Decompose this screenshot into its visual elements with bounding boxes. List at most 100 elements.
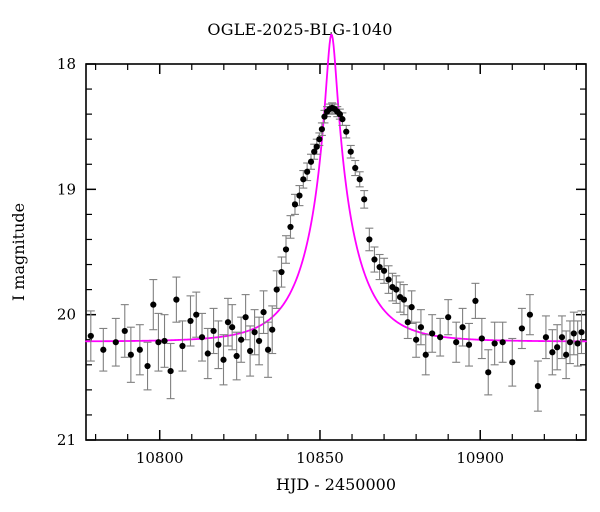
- plot-frame: [85, 63, 587, 441]
- y-axis-label: I magnitude: [9, 203, 28, 301]
- data-point: [549, 349, 556, 356]
- data-point: [413, 336, 420, 343]
- data-point: [291, 201, 299, 208]
- data-point: [445, 314, 452, 321]
- data-point: [422, 351, 429, 358]
- data-point: [376, 263, 383, 271]
- data-point: [296, 192, 303, 199]
- data-point: [220, 356, 227, 363]
- data-point: [187, 317, 194, 325]
- data-point: [121, 327, 128, 335]
- data-point: [465, 341, 473, 348]
- data-point: [273, 286, 280, 293]
- data-point: [371, 256, 378, 263]
- data-point: [260, 309, 267, 316]
- data-point: [167, 367, 174, 375]
- data-point: [264, 346, 272, 353]
- data-point: [313, 143, 320, 150]
- y-tick-label: 20: [57, 306, 76, 324]
- data-point: [404, 319, 411, 326]
- data-point: [155, 339, 162, 346]
- data-point: [100, 346, 107, 353]
- data-point: [150, 301, 157, 308]
- data-point: [570, 330, 577, 337]
- data-point: [385, 276, 392, 283]
- data-point: [459, 324, 466, 331]
- data-point: [485, 369, 492, 376]
- data-point: [558, 334, 566, 341]
- data-point: [233, 352, 240, 360]
- data-point: [499, 339, 506, 346]
- data-point: [400, 296, 408, 303]
- data-point: [336, 111, 343, 118]
- data-point: [352, 164, 359, 172]
- x-axis-label: HJD - 2450000: [276, 475, 396, 494]
- data-point: [112, 339, 119, 346]
- data-point: [161, 337, 168, 345]
- data-point: [269, 326, 276, 333]
- data-point: [356, 176, 363, 183]
- data-point: [408, 304, 415, 311]
- data-point: [229, 324, 236, 331]
- data-point: [136, 346, 143, 353]
- data-point: [287, 223, 294, 231]
- chart-title: OGLE-2025-BLG-1040: [207, 20, 393, 39]
- data-point: [300, 176, 307, 183]
- data-point: [198, 334, 206, 341]
- data-point: [278, 268, 285, 276]
- data-point: [247, 347, 254, 355]
- data-point: [242, 314, 249, 321]
- data-point: [87, 332, 94, 340]
- data-point: [554, 344, 561, 351]
- y-tick-label: 19: [57, 180, 76, 198]
- data-point: [518, 325, 525, 332]
- x-tick-label: 10900: [456, 449, 504, 467]
- data-point: [563, 351, 570, 358]
- data-point: [339, 116, 346, 123]
- model-curve: [85, 33, 587, 343]
- x-tick-label: 10850: [296, 449, 344, 467]
- data-point: [429, 330, 436, 337]
- x-tick-label: 10800: [136, 449, 184, 467]
- data-point: [193, 311, 200, 318]
- data-point: [478, 335, 485, 342]
- data-point: [380, 267, 388, 274]
- data-point: [509, 359, 516, 366]
- data-point: [491, 340, 498, 347]
- data-point: [224, 319, 232, 326]
- data-point: [311, 148, 318, 155]
- data-point: [542, 334, 550, 341]
- data-point: [173, 296, 180, 303]
- data-point: [251, 329, 258, 336]
- data-point: [534, 383, 542, 390]
- y-tick-label: 21: [57, 431, 76, 449]
- data-point: [417, 324, 425, 331]
- data-point: [210, 327, 217, 335]
- data-point: [215, 341, 222, 348]
- data-point: [321, 113, 328, 120]
- data-point: [255, 337, 263, 345]
- data-point: [343, 128, 350, 135]
- data-point: [316, 136, 323, 143]
- y-tick-label: 18: [57, 55, 76, 73]
- data-point: [566, 339, 574, 346]
- data-point: [144, 362, 151, 370]
- data-point: [574, 340, 581, 347]
- data-point: [472, 297, 479, 304]
- data-point: [366, 236, 373, 243]
- data-point: [179, 342, 186, 350]
- data-point: [282, 246, 290, 253]
- data-point: [204, 350, 211, 357]
- data-point: [437, 334, 444, 341]
- data-points: [87, 104, 585, 390]
- data-point: [361, 196, 368, 203]
- data-point: [393, 286, 400, 293]
- data-point: [127, 351, 134, 358]
- data-point: [238, 336, 245, 343]
- data-point: [526, 311, 534, 318]
- data-point: [578, 329, 585, 336]
- data-point: [347, 148, 354, 155]
- data-point: [307, 158, 315, 165]
